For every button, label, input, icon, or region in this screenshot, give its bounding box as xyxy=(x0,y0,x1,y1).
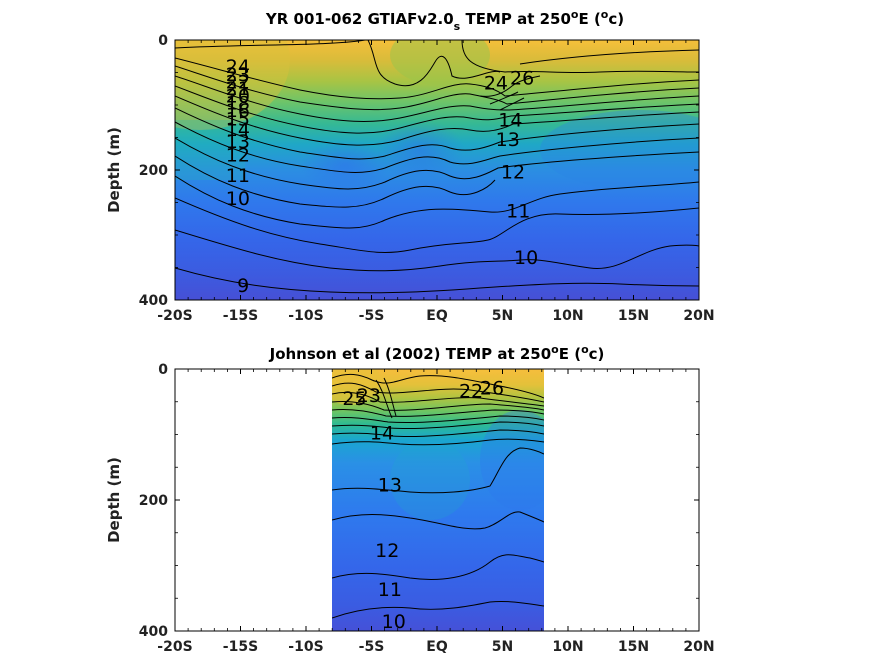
top-y-tick-label: 0 xyxy=(158,33,168,49)
bottom-x-tick-label: -20S xyxy=(157,639,192,655)
top-y-axis-label: Depth (m) xyxy=(105,127,123,213)
top-contour-label: 26 xyxy=(510,68,534,90)
bottom-contour-label: 14 xyxy=(370,423,394,445)
bottom-x-tick-label: 10N xyxy=(552,639,583,655)
top-field xyxy=(175,40,699,300)
top-y-axis: 0 200 400 xyxy=(139,33,699,309)
bottom-contour-lines xyxy=(332,373,544,619)
bottom-contour-label: 10 xyxy=(382,611,406,633)
top-x-tick-label: -10S xyxy=(288,308,323,324)
bottom-y-tick-label: 200 xyxy=(139,493,168,509)
top-contour-label: 9 xyxy=(237,275,249,297)
top-chart-title: YR 001-062 GTIAFv2.0s TEMP at 250oE (oc) xyxy=(265,8,624,33)
bottom-contour-label: 26 xyxy=(480,377,504,399)
bottom-contour-label: 12 xyxy=(375,540,399,562)
bottom-contour-label: 22 xyxy=(459,381,483,403)
top-contour-label: 21 xyxy=(226,78,250,100)
top-contour-label: 16 xyxy=(226,100,250,122)
top-contour-lines xyxy=(175,40,699,294)
top-contour-label: 11 xyxy=(226,165,250,187)
bottom-y-axis: 0 200 400 xyxy=(139,362,699,640)
top-x-tick-label: -20S xyxy=(157,308,192,324)
bottom-panel: Johnson et al (2002) TEMP at 250oE (oc) xyxy=(105,343,715,655)
top-x-tick-label: 10N xyxy=(552,308,583,324)
top-x-tick-label: 5N xyxy=(492,308,513,324)
bottom-y-tick-label: 0 xyxy=(158,362,168,378)
top-contour-label: 24 xyxy=(226,56,250,78)
top-contour-label: 10 xyxy=(226,188,250,210)
top-contour-label: 24 xyxy=(484,72,508,94)
bottom-x-tick-label: 15N xyxy=(618,639,649,655)
bottom-y-axis-label: Depth (m) xyxy=(105,457,123,543)
top-x-tick-label: EQ xyxy=(426,308,448,324)
top-x-tick-label: -5S xyxy=(359,308,385,324)
top-contour-label: 12 xyxy=(501,161,525,183)
bottom-x-axis: -20S -15S -10S -5S EQ 5N 10N 15N 20N xyxy=(157,369,715,655)
bottom-contour-label: 23 xyxy=(357,385,381,407)
top-contour-label: 14 xyxy=(498,109,522,131)
bottom-x-tick-label: -10S xyxy=(288,639,323,655)
top-contour-label: 10 xyxy=(514,247,538,269)
top-y-tick-label: 200 xyxy=(139,163,168,179)
bottom-contour-label: 25 xyxy=(342,388,366,410)
top-x-tick-label: 20N xyxy=(683,308,714,324)
bottom-contour-label: 13 xyxy=(378,474,402,496)
top-contour-label: 22 xyxy=(226,72,250,94)
top-contour-label: 23 xyxy=(226,64,250,86)
top-contour-label: 14 xyxy=(226,119,250,141)
top-x-tick-label: -15S xyxy=(223,308,258,324)
top-contour-label: 18 xyxy=(226,92,250,114)
top-contour-label: 13 xyxy=(496,129,520,151)
top-x-tick-label: 15N xyxy=(618,308,649,324)
top-contour-label: 12 xyxy=(226,144,250,166)
top-contour-label: 20 xyxy=(226,85,250,107)
bottom-contour-label: 11 xyxy=(378,579,402,601)
bottom-x-tick-label: 5N xyxy=(492,639,513,655)
bottom-x-tick-label: -5S xyxy=(359,639,385,655)
bottom-x-tick-label: 20N xyxy=(683,639,714,655)
bottom-x-tick-label: -15S xyxy=(223,639,258,655)
top-contour-label: 13 xyxy=(226,131,250,153)
bottom-x-tick-label: EQ xyxy=(426,639,448,655)
bottom-chart-title: Johnson et al (2002) TEMP at 250oE (oc) xyxy=(269,343,605,363)
top-contour-label: 11 xyxy=(506,200,530,222)
bottom-y-tick-label: 400 xyxy=(139,624,168,640)
top-panel: YR 001-062 GTIAFv2.0s TEMP at 250oE (oc) xyxy=(105,8,715,324)
bottom-field xyxy=(332,369,544,631)
top-y-tick-label: 400 xyxy=(139,293,168,309)
top-contour-label: 15 xyxy=(226,109,250,131)
top-x-axis: -20S -15S -10S -5S EQ 5N 10N 15N 20N xyxy=(157,40,715,324)
